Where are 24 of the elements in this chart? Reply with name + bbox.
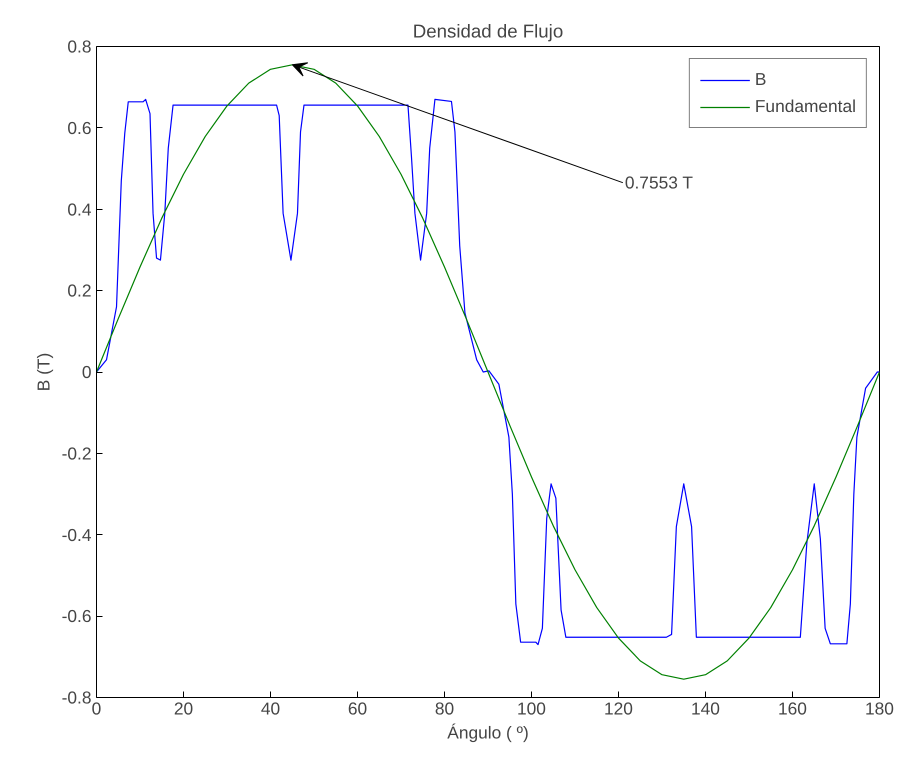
x-tick-label: 40 — [260, 698, 280, 718]
y-tick-label: 0.4 — [67, 199, 92, 220]
x-tick-label: 100 — [517, 698, 546, 718]
x-tick-label: 160 — [778, 698, 807, 718]
legend-label: B — [754, 69, 768, 90]
x-tick-label: 180 — [865, 698, 894, 718]
x-tick-label: 60 — [348, 698, 368, 718]
y-tick-label: -0.6 — [62, 606, 92, 626]
y-tick-label: -0.4 — [62, 524, 92, 545]
y-tick-label: 0.6 — [67, 118, 92, 138]
chart-title: Densidad de Flujo — [412, 20, 564, 42]
x-tick-label: 120 — [604, 698, 633, 718]
y-tick-label: -0.8 — [62, 688, 92, 708]
x-tick-label: 80 — [434, 698, 454, 718]
legend-label: Fundamental — [754, 96, 856, 117]
x-tick-label: 20 — [174, 698, 194, 718]
x-axis-title: Ángulo ( º) — [447, 722, 529, 742]
y-axis-title: B (T) — [34, 352, 54, 392]
y-tick-label: 0.8 — [67, 36, 92, 56]
y-tick-label: 0.2 — [67, 280, 92, 301]
y-tick-label: 0 — [82, 362, 92, 382]
y-tick-label: -0.2 — [62, 443, 92, 464]
annotation: 0.7553 T — [624, 172, 694, 193]
x-tick-label: 140 — [691, 698, 720, 718]
